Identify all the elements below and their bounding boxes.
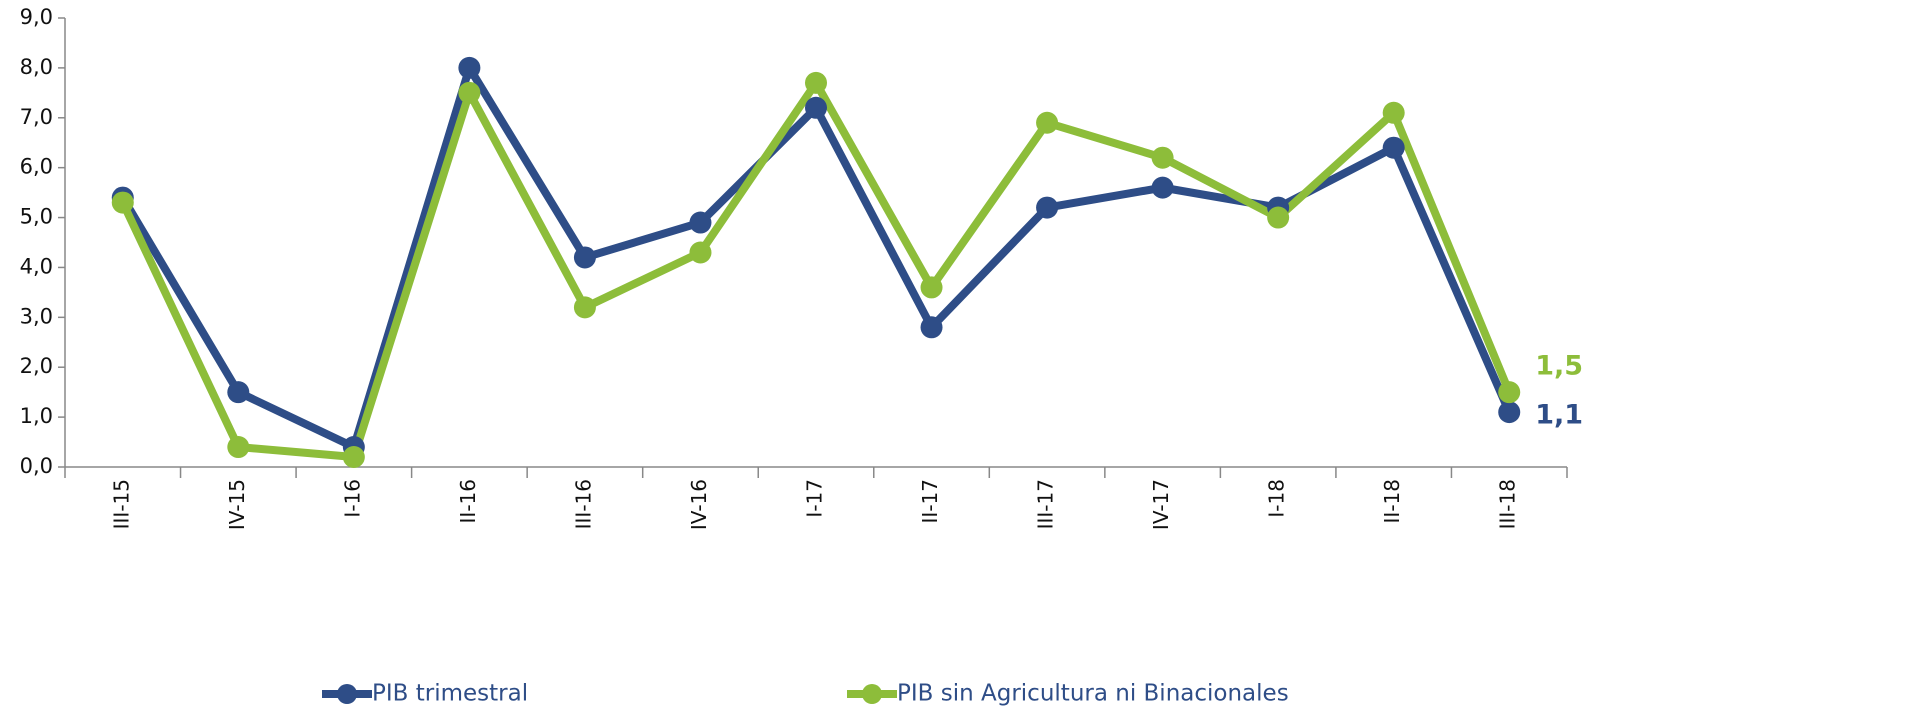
data-point <box>227 381 250 404</box>
y-tick-label: 4,0 <box>20 254 53 278</box>
x-tick-label: I-17 <box>803 479 827 518</box>
data-point <box>689 241 712 264</box>
data-point <box>573 296 596 319</box>
legend-marker <box>337 684 357 704</box>
x-tick-label: III-16 <box>571 479 595 529</box>
series-line <box>119 78 1513 462</box>
y-tick-label: 6,0 <box>20 155 53 179</box>
y-tick-label: 7,0 <box>20 105 53 129</box>
legend-marker <box>862 684 882 704</box>
data-point <box>805 71 827 94</box>
data-point <box>1151 176 1174 199</box>
data-point <box>920 276 943 299</box>
x-tick-label: III-15 <box>109 479 133 529</box>
y-tick-label: 2,0 <box>20 354 53 378</box>
data-point <box>689 211 712 234</box>
x-tick-label: III-17 <box>1034 479 1058 529</box>
data-point <box>1151 146 1174 169</box>
data-point <box>1036 196 1059 219</box>
data-point <box>342 446 365 469</box>
data-point <box>458 81 481 104</box>
data-label: 1,1 <box>1535 400 1583 431</box>
x-tick-label: II-16 <box>456 479 480 523</box>
data-point <box>1036 111 1059 134</box>
data-point <box>458 56 481 79</box>
y-tick-label: 8,0 <box>20 55 53 79</box>
x-tick-label: I-16 <box>340 479 364 518</box>
y-tick-label: 9,0 <box>20 5 53 29</box>
legend-label: PIB sin Agricultura ni Binacionales <box>897 681 1289 707</box>
data-point <box>1382 136 1405 159</box>
y-tick-label: 1,0 <box>20 404 53 428</box>
data-point <box>227 436 250 459</box>
x-tick-label: IV-15 <box>225 479 249 530</box>
data-point <box>1498 381 1521 404</box>
data-point <box>805 96 827 119</box>
x-tick-label: IV-16 <box>687 479 711 530</box>
y-tick-label: 3,0 <box>20 304 53 328</box>
x-tick-label: II-17 <box>918 479 942 523</box>
x-tick-label: I-18 <box>1265 479 1289 518</box>
data-point <box>111 191 134 214</box>
data-point <box>1267 206 1290 229</box>
x-tick-label: II-18 <box>1380 479 1404 523</box>
data-point <box>920 316 943 339</box>
data-point <box>1382 101 1405 124</box>
data-label: 1,5 <box>1535 351 1583 382</box>
data-point <box>573 246 596 269</box>
y-tick-label: 0,0 <box>20 454 53 478</box>
series-line <box>119 63 1513 452</box>
legend-label: PIB trimestral <box>372 681 528 707</box>
data-point <box>1498 401 1521 424</box>
x-tick-label: III-18 <box>1496 479 1520 529</box>
y-tick-label: 5,0 <box>20 205 53 229</box>
x-tick-label: IV-17 <box>1149 479 1173 530</box>
